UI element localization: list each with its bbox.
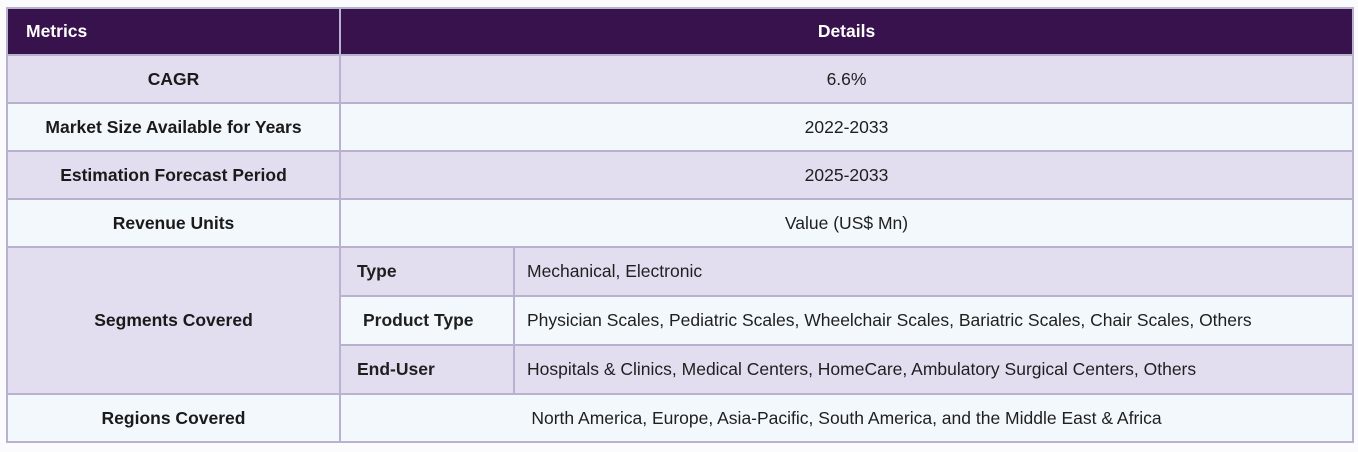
report-scope-table: Metrics Details CAGR 6.6% Market Size Av… — [6, 7, 1355, 443]
table-header-row: Metrics Details — [6, 7, 1355, 56]
metric-label: Estimation Forecast Period — [6, 150, 341, 200]
table-row-segments-end-user: End-User Hospitals & Clinics, Medical Ce… — [7, 344, 1355, 395]
segment-name: Type — [339, 246, 515, 297]
metric-label: CAGR — [6, 54, 341, 104]
header-details: Details — [338, 7, 1355, 56]
table-row-revenue-units: Revenue Units Value (US$ Mn) — [6, 198, 1355, 248]
metric-label: Market Size Available for Years — [6, 102, 341, 152]
segment-value: Mechanical, Electronic — [512, 246, 1355, 297]
segment-name: Product Type — [339, 295, 515, 346]
report-scope-table-container: Metrics Details CAGR 6.6% Market Size Av… — [6, 7, 1355, 443]
metric-value: 6.6% — [338, 54, 1355, 104]
table-row-forecast-period: Estimation Forecast Period 2025-2033 — [6, 150, 1355, 200]
metric-value: Value (US$ Mn) — [338, 198, 1355, 248]
metric-value: 2025-2033 — [338, 150, 1355, 200]
table-row-market-size: Market Size Available for Years 2022-203… — [6, 102, 1355, 152]
metric-value: 2022-2033 — [338, 102, 1355, 152]
table-row-segments-product-type: Product Type Physician Scales, Pediatric… — [7, 295, 1355, 346]
regions-value: North America, Europe, Asia-Pacific, Sou… — [338, 393, 1355, 443]
table-row-regions: Regions Covered North America, Europe, A… — [6, 393, 1355, 443]
header-metrics: Metrics — [6, 7, 341, 56]
segments-label: Segments Covered — [6, 246, 341, 395]
segment-value: Hospitals & Clinics, Medical Centers, Ho… — [512, 344, 1355, 395]
metric-label: Revenue Units — [6, 198, 341, 248]
segment-value: Physician Scales, Pediatric Scales, Whee… — [512, 295, 1355, 346]
regions-label: Regions Covered — [6, 393, 341, 443]
table-row-segments-type: Segments Covered Type Mechanical, Electr… — [6, 246, 1355, 395]
table-row-cagr: CAGR 6.6% — [6, 54, 1355, 104]
segment-name: End-User — [339, 344, 515, 395]
